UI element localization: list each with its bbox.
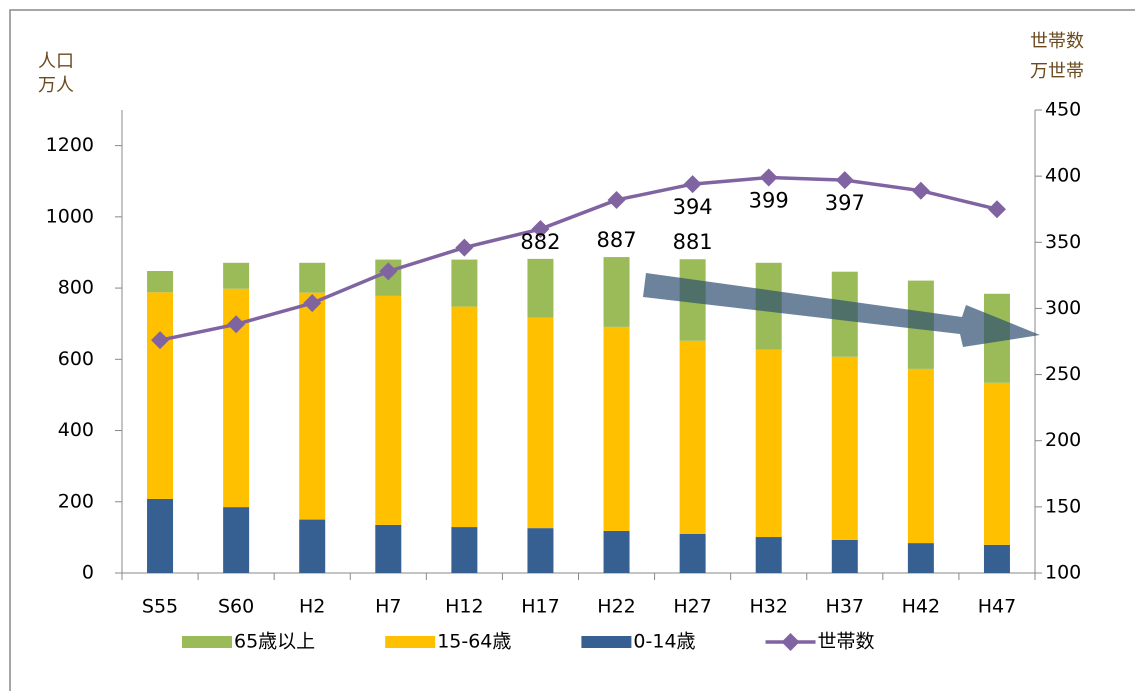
y2-axis-title: 世帯数 bbox=[1030, 31, 1084, 52]
legend-swatch bbox=[581, 636, 632, 648]
line-marker bbox=[683, 175, 702, 194]
y-tick-label: 0 bbox=[82, 562, 94, 584]
data-label: 882 bbox=[520, 230, 560, 254]
x-tick-label: H7 bbox=[375, 596, 401, 618]
x-tick-label: H32 bbox=[749, 596, 787, 618]
bar bbox=[375, 295, 402, 525]
bar bbox=[831, 356, 858, 540]
bar bbox=[451, 259, 478, 307]
x-tick-label: H42 bbox=[902, 596, 940, 618]
bar bbox=[147, 498, 174, 573]
legend-label: 15-64歳 bbox=[437, 631, 511, 653]
data-label: 399 bbox=[749, 188, 789, 212]
legend-label: 世帯数 bbox=[818, 631, 875, 653]
data-label: 887 bbox=[596, 228, 636, 252]
legend-swatch bbox=[385, 636, 436, 648]
plot: 0 200 400 600 800 1000 1200 100 150 200 250 300 350 4… bbox=[46, 99, 1082, 618]
line-marker bbox=[531, 220, 550, 239]
y-tick-label: 1200 bbox=[46, 134, 94, 156]
bar bbox=[679, 533, 706, 573]
legend-swatch bbox=[781, 633, 800, 651]
data-label: 394 bbox=[673, 195, 713, 219]
x-tick-label: S55 bbox=[142, 596, 178, 618]
chart-frame bbox=[9, 9, 1135, 691]
bar bbox=[451, 306, 478, 528]
bar bbox=[983, 544, 1010, 573]
y2-tick-label: 200 bbox=[1045, 429, 1081, 451]
legend-label: 0-14歳 bbox=[633, 631, 695, 653]
labels: 882 887 881 394 399 397 65歳以上 15-64歳 0-14歳 世帯数 bbox=[182, 188, 875, 653]
bar bbox=[907, 543, 934, 573]
bar bbox=[223, 262, 250, 289]
line-marker bbox=[379, 262, 398, 281]
y2-tick-label: 250 bbox=[1045, 363, 1081, 385]
y-tick-label: 200 bbox=[58, 490, 94, 512]
bar bbox=[451, 527, 478, 573]
line-marker bbox=[987, 200, 1006, 219]
bar bbox=[907, 368, 934, 544]
bar bbox=[527, 528, 554, 573]
y-axis-title: 人口 bbox=[38, 51, 74, 72]
x-tick-label: H17 bbox=[521, 596, 559, 618]
y-axis-title: 万人 bbox=[38, 75, 74, 96]
line-marker bbox=[607, 190, 626, 209]
bar bbox=[299, 519, 326, 573]
line-marker bbox=[835, 171, 854, 190]
bar bbox=[603, 257, 630, 327]
bar bbox=[983, 382, 1010, 545]
bar bbox=[375, 524, 402, 573]
y2-tick-label: 100 bbox=[1045, 562, 1081, 584]
data-label: 881 bbox=[673, 230, 713, 254]
line-marker bbox=[151, 331, 170, 350]
line-marker bbox=[759, 168, 778, 187]
x-tick-label: H27 bbox=[673, 596, 711, 618]
data-label: 397 bbox=[825, 191, 865, 215]
line bbox=[159, 175, 998, 342]
x-tick-label: H2 bbox=[299, 596, 325, 618]
line-marker bbox=[911, 181, 930, 200]
bar bbox=[299, 292, 326, 520]
bar bbox=[527, 317, 554, 529]
x-tick-label: H37 bbox=[826, 596, 864, 618]
y2-tick-label: 400 bbox=[1045, 165, 1081, 187]
bar bbox=[603, 326, 630, 531]
x-tick-label: H47 bbox=[978, 596, 1016, 618]
legend-label: 65歳以上 bbox=[234, 631, 315, 653]
legend-swatch bbox=[182, 636, 232, 648]
y-tick-label: 600 bbox=[58, 348, 94, 370]
y-tick-label: 400 bbox=[58, 419, 94, 441]
y2-tick-label: 350 bbox=[1045, 231, 1081, 253]
trend-arrow bbox=[643, 273, 1040, 347]
bar bbox=[603, 530, 630, 573]
bar bbox=[299, 262, 326, 293]
bar bbox=[831, 539, 858, 573]
bar bbox=[679, 340, 706, 534]
y2-tick-label: 300 bbox=[1045, 297, 1081, 319]
bar bbox=[755, 537, 782, 573]
y2-tick-label: 150 bbox=[1045, 495, 1081, 517]
x-tick-label: H12 bbox=[445, 596, 483, 618]
bar bbox=[223, 507, 250, 573]
y-tick-label: 1000 bbox=[46, 205, 94, 227]
bar bbox=[147, 270, 174, 293]
line-marker bbox=[303, 294, 322, 313]
line-marker bbox=[227, 315, 246, 334]
bar bbox=[147, 292, 174, 499]
bar bbox=[755, 349, 782, 538]
x-tick-label: H22 bbox=[597, 596, 635, 618]
bar bbox=[527, 258, 554, 318]
y2-tick-label: 450 bbox=[1045, 99, 1081, 121]
y-tick-label: 800 bbox=[58, 277, 94, 299]
y2-axis-title: 万世帯 bbox=[1030, 61, 1084, 82]
line-marker bbox=[455, 238, 474, 257]
x-tick-label: S60 bbox=[218, 596, 254, 618]
